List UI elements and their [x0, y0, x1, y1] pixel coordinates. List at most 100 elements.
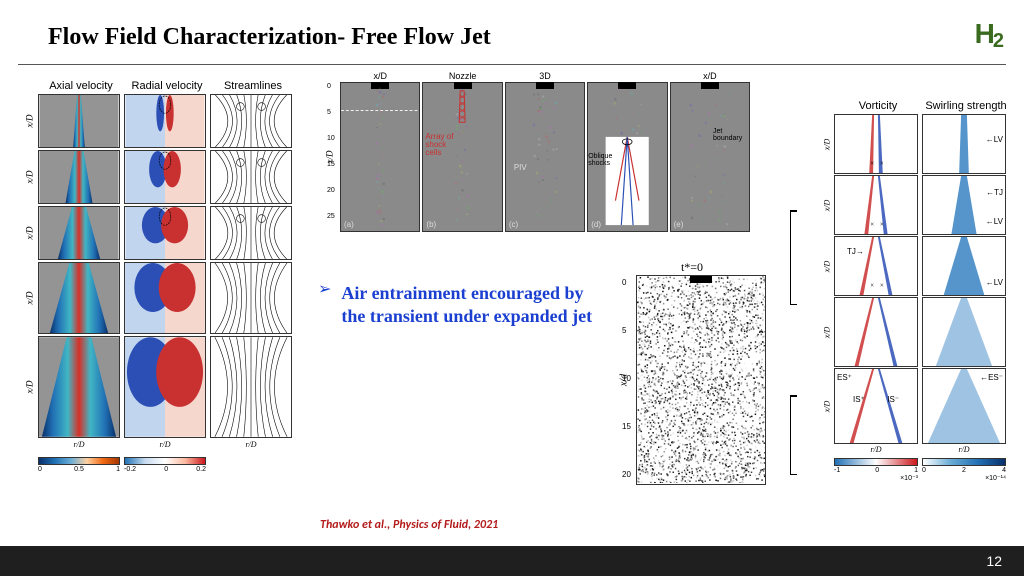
- cbar-vort-labels: -1 0 1: [834, 467, 918, 474]
- grouping-bracket: [790, 395, 796, 475]
- left-cell-4-1: (n): [124, 336, 206, 438]
- citation: Thawko et al., Physics of Fluid, 2021: [320, 518, 498, 532]
- rcb2-2: 4: [1002, 467, 1006, 474]
- left-cell-3-0: (j): [38, 262, 120, 334]
- cb1-2: 1: [116, 466, 120, 473]
- cbar-radial: -0.2 0 0.2: [124, 457, 206, 473]
- piv-nozzle: [690, 275, 712, 283]
- right-cell-2-1: ←LV(f): [922, 236, 1006, 296]
- schlieren-row: x/Dx/D(a)0510152025Nozzle(b)Array of sho…: [320, 82, 750, 232]
- right-cell-4-0: ES⁺IS⁺IS⁻(i): [834, 368, 918, 444]
- cbar-axial: 0 0.5 1: [38, 457, 120, 473]
- schlieren-panel-1: Nozzle(b)Array of shock cells: [422, 82, 502, 232]
- left-cell-0-0: (a): [38, 94, 120, 148]
- cbar-axial-bar: [38, 457, 120, 465]
- xlabel-3: r/D: [210, 440, 292, 449]
- title-rule: [18, 64, 1006, 65]
- left-xaxis: r/D r/D r/D: [38, 440, 296, 449]
- page-title: Flow Field Characterization- Free Flow J…: [48, 24, 491, 51]
- left-cell-1-2: (f): [210, 150, 292, 204]
- right-cell-1-1: ←TJ←LV(d): [922, 175, 1006, 235]
- piv-frame: [636, 275, 766, 485]
- schlieren-panel-2: 3D(c)PIV: [505, 82, 585, 232]
- logo-h: H: [975, 18, 993, 49]
- bullet-text: Air entrainment encouraged by the transi…: [341, 282, 598, 329]
- left-cell-2-0: (g): [38, 206, 120, 260]
- svg-text:×: ×: [870, 221, 874, 228]
- rxlabel-2: r/D: [922, 445, 1006, 454]
- key-point-bullet: ➢ Air entrainment encouraged by the tran…: [318, 282, 598, 329]
- cbar-vort-bar: [834, 458, 918, 466]
- right-xaxis: r/D r/D: [834, 445, 1010, 454]
- cb2-1: 0: [164, 466, 168, 473]
- hdr-stream: Streamlines: [210, 80, 296, 92]
- left-cell-4-0: (m): [38, 336, 120, 438]
- hdr-vort: Vorticity: [834, 100, 922, 112]
- cbar-swirl-labels: 0 2 4: [922, 467, 1006, 474]
- grouping-bracket: [790, 210, 796, 305]
- left-cell-1-1: (e): [124, 150, 206, 204]
- rcb2-0: 0: [922, 467, 926, 474]
- rcb1-2: 1: [914, 467, 918, 474]
- cbar-swirl: 0 2 4 ×10⁻¹⁴: [922, 458, 1006, 482]
- svg-text:×: ×: [880, 160, 884, 167]
- right-cell-3-1: (h): [922, 297, 1006, 367]
- piv-panel: t*=0 x/d 05101520: [618, 260, 766, 500]
- logo-sub: 2: [993, 30, 1002, 52]
- cbar-radial-bar: [124, 457, 206, 465]
- right-cell-0-0: ×× (a): [834, 114, 918, 174]
- left-rows: x/D (a) (b) (c)x/D (d) (e) (f)x/D (g) (h…: [20, 94, 296, 438]
- right-cell-2-0: ×× TJ→(e): [834, 236, 918, 296]
- page-number: 12: [986, 553, 1002, 569]
- left-cell-2-2: (i): [210, 206, 292, 260]
- right-colorbars: -1 0 1 ×10⁻³ 0 2 4 ×10⁻¹⁴: [834, 458, 1010, 482]
- left-cell-0-1: (b): [124, 94, 206, 148]
- right-cell-3-0: (g): [834, 297, 918, 367]
- svg-text:×: ×: [870, 160, 874, 167]
- right-cell-0-1: ←LV(b): [922, 114, 1006, 174]
- h2-logo: H2: [975, 18, 1002, 50]
- cbar-axial-labels: 0 0.5 1: [38, 466, 120, 473]
- right-figure-grid: Vorticity Swirling strength x/D ×× (a) ←…: [820, 100, 1010, 482]
- cbar-radial-labels: -0.2 0 0.2: [124, 466, 206, 473]
- left-cell-3-1: (k): [124, 262, 206, 334]
- left-cell-3-2: (l): [210, 262, 292, 334]
- right-cell-4-1: ←ES⁻(j): [922, 368, 1006, 444]
- hdr-swirl: Swirling strength: [922, 100, 1010, 112]
- schlieren-panel-3: (d)Oblique shocks: [587, 82, 667, 232]
- left-cell-2-1: (h): [124, 206, 206, 260]
- cbar-vort: -1 0 1 ×10⁻³: [834, 458, 918, 482]
- right-headers: Vorticity Swirling strength: [834, 100, 1010, 112]
- rxlabel-1: r/D: [834, 445, 918, 454]
- schlieren-panel-0: x/D(a)0510152025: [340, 82, 420, 232]
- rcb2-1: 2: [962, 467, 966, 474]
- svg-text:×: ×: [880, 282, 884, 289]
- xlabel-2: r/D: [124, 440, 206, 449]
- hdr-axial: Axial velocity: [38, 80, 124, 92]
- left-colorbars: 0 0.5 1 -0.2 0 0.2: [38, 457, 296, 473]
- cb2-0: -0.2: [124, 466, 136, 473]
- svg-text:×: ×: [870, 282, 874, 289]
- rcb1-exp: ×10⁻³: [834, 474, 918, 482]
- left-cell-0-2: (c): [210, 94, 292, 148]
- rcb1-0: -1: [834, 467, 840, 474]
- footer-bar: 12: [0, 546, 1024, 576]
- hdr-radial: Radial velocity: [124, 80, 210, 92]
- left-headers: Axial velocity Radial velocity Streamlin…: [38, 80, 296, 92]
- svg-text:×: ×: [880, 221, 884, 228]
- right-rows: x/D ×× (a) ←LV(b)x/D ×× (c) ←TJ←LV(d)x/D…: [820, 114, 1010, 444]
- left-cell-4-2: (o): [210, 336, 292, 438]
- bullet-arrow-icon: ➢: [318, 282, 331, 329]
- xlabel-1: r/D: [38, 440, 120, 449]
- rcb1-1: 0: [875, 467, 879, 474]
- cb1-1: 0.5: [74, 466, 84, 473]
- cbar-swirl-bar: [922, 458, 1006, 466]
- left-figure-grid: Axial velocity Radial velocity Streamlin…: [20, 80, 296, 473]
- left-cell-1-0: (d): [38, 150, 120, 204]
- cb2-2: 0.2: [196, 466, 206, 473]
- schlieren-panel-4: x/D(e)Jet boundary: [670, 82, 750, 232]
- piv-title: t*=0: [618, 260, 766, 275]
- rcb2-exp: ×10⁻¹⁴: [922, 474, 1006, 482]
- right-cell-1-0: ×× (c): [834, 175, 918, 235]
- cb1-0: 0: [38, 466, 42, 473]
